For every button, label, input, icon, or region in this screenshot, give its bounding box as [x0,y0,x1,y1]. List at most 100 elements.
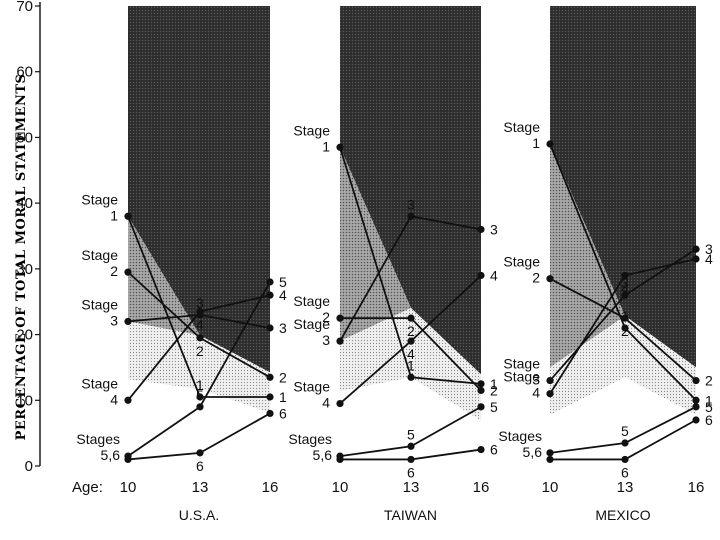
age-tick-label: 10 [120,479,137,496]
series-end-label: 6 [279,405,287,421]
data-point-stage-3 [124,317,132,326]
data-point-stage-6 [266,409,274,418]
series-mid-label: 4 [196,317,204,333]
stage-label: Stage [81,191,118,207]
series-mid-label: 2 [196,343,204,359]
stage-label: Stage [293,122,330,138]
series-mid-label: 1 [407,357,415,373]
stage-label: Stage [503,369,540,385]
data-point-stage-3 [477,225,485,234]
data-point-stage-3 [266,324,274,332]
series-mid-label: 2 [407,323,415,339]
series-end-label: 3 [705,241,713,257]
data-point-stage-1 [546,140,554,148]
series-end-label: 2 [279,369,287,385]
y-axis-label: PERCENTAGE OF TOTAL MORAL STATEMENTS [14,74,29,441]
shade-region-light [550,315,696,415]
data-point-stage-5 [621,439,629,447]
series-mid-label: 2 [621,323,629,339]
data-point-stage-6 [407,455,415,464]
data-point-stage-2 [407,314,415,322]
series-end-label: 6 [490,442,498,458]
series-mid-label: 5 [407,426,415,442]
data-point-stage-4 [266,291,274,299]
stage-label: Stage [503,356,540,372]
stage-label: Stage [293,379,330,395]
data-point-stage-6 [692,416,700,424]
data-point-stage-6 [336,455,344,464]
data-point-stage-4 [196,307,204,316]
series-mid-label: 1 [196,377,204,393]
stage-label: 3 [322,332,330,348]
series-end-label: 5 [705,399,713,415]
data-point-stage-2 [336,314,344,322]
series-end-label: 4 [490,267,498,283]
data-point-stage-5 [266,278,274,286]
y-tick-label: 60 [16,64,33,81]
series-mid-label: 4 [621,280,629,296]
series-end-label: 5 [279,274,287,290]
age-tick-label: 16 [688,479,705,496]
stage-label: 2 [110,263,118,279]
age-label: Age: [72,479,103,496]
data-point-stage-4 [336,399,344,408]
data-point-stage-5 [477,403,485,411]
stage-label: Stage [293,316,330,332]
data-point-stage-5 [196,403,204,411]
data-point-stage-6 [477,445,485,454]
series-end-label: 6 [705,412,713,428]
series-mid-label: 1 [621,308,629,324]
data-point-stage-3 [621,291,629,299]
data-point-stage-1 [266,393,274,401]
data-point-stage-2 [196,334,204,342]
data-point-stage-6 [196,449,204,457]
y-tick-label: 10 [16,392,33,409]
stage-label: 1 [532,135,540,151]
data-point-stage-6 [546,455,554,464]
stage-label: 2 [322,309,330,325]
series-mid-label: 3 [407,196,415,212]
stage-label: 4 [322,395,330,411]
data-point-stage-1 [196,393,204,401]
data-point-stage-4 [477,271,485,280]
series-end-label: 1 [705,392,713,408]
data-point-stage-3 [546,376,554,385]
stage-label: 1 [110,207,118,223]
stage-label: Stage [81,375,118,391]
series-mid-label: 4 [407,346,415,362]
data-point-stage-2 [124,268,132,276]
series-end-label: 1 [279,389,287,405]
stage-label: Stage [503,254,540,270]
stage-label: 5,6 [313,447,333,463]
series-mid-label: 6 [407,464,415,480]
data-point-stage-6 [124,455,132,464]
stage-label: 5,6 [523,444,543,460]
stage-label: Stage [503,119,540,135]
stage-label: Stages [498,428,542,444]
data-point-stage-1 [336,143,344,151]
series-mid-label: 5 [621,423,629,439]
country-label: U.S.A. [179,507,219,523]
series-end-label: 4 [279,287,287,303]
stage-label: 4 [532,385,540,401]
data-point-stage-3 [407,212,415,220]
shade-region-light [340,307,481,421]
shade-region-dark [128,6,270,373]
series-mid-label: 6 [196,458,204,474]
stage-label: 2 [532,270,540,286]
stage-label: Stage [81,296,118,312]
series-mid-label: 3 [196,295,204,311]
shade-region-mid [550,144,696,368]
stage-label: 1 [322,138,330,154]
y-tick-label: 40 [16,195,33,212]
shade-region-light [128,321,270,413]
data-point-stage-5 [692,403,700,411]
data-point-stage-3 [336,337,344,345]
country-label: MEXICO [595,507,650,523]
y-tick-label: 0 [25,458,33,475]
age-tick-label: 10 [332,479,349,496]
stage-label: 3 [532,372,540,388]
shade-region-mid [128,216,270,373]
stage-label: Stage [81,247,118,263]
age-tick-label: 16 [262,479,279,496]
